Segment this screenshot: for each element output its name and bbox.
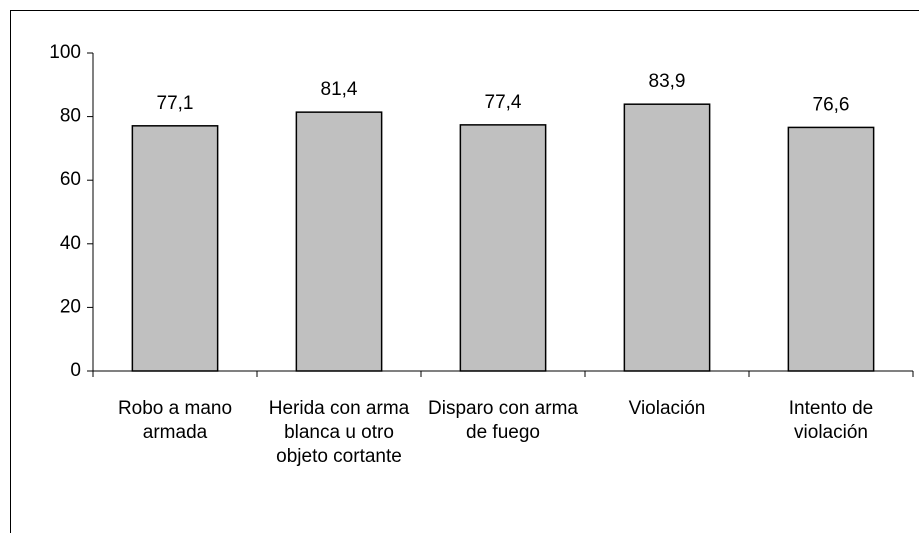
bar [131,125,219,372]
chart-border [10,10,919,533]
value-label: 77,1 [157,93,194,114]
bar [295,111,383,372]
y-tick-label: 80 [60,106,81,127]
y-tick-label: 100 [49,42,81,63]
value-label: 83,9 [649,71,686,92]
value-label: 81,4 [321,79,358,100]
x-tick-label: Disparo con arma de fuego [428,398,578,443]
x-tick-label: Violación [628,398,706,419]
bar [623,103,711,372]
value-label: 77,4 [485,92,522,113]
bar [459,124,547,372]
y-tick-label: 60 [60,169,81,190]
x-tick-label: Herida con arma blanca u otro objeto cor… [268,398,410,467]
y-tick-label: 20 [60,296,81,317]
y-tick-label: 40 [60,233,81,254]
x-tick-label: Robo a mano armada [117,398,233,443]
bar [787,126,875,372]
value-label: 76,6 [813,94,850,115]
x-tick-label: Intento de violación [788,398,874,443]
y-tick-label: 0 [70,360,81,381]
